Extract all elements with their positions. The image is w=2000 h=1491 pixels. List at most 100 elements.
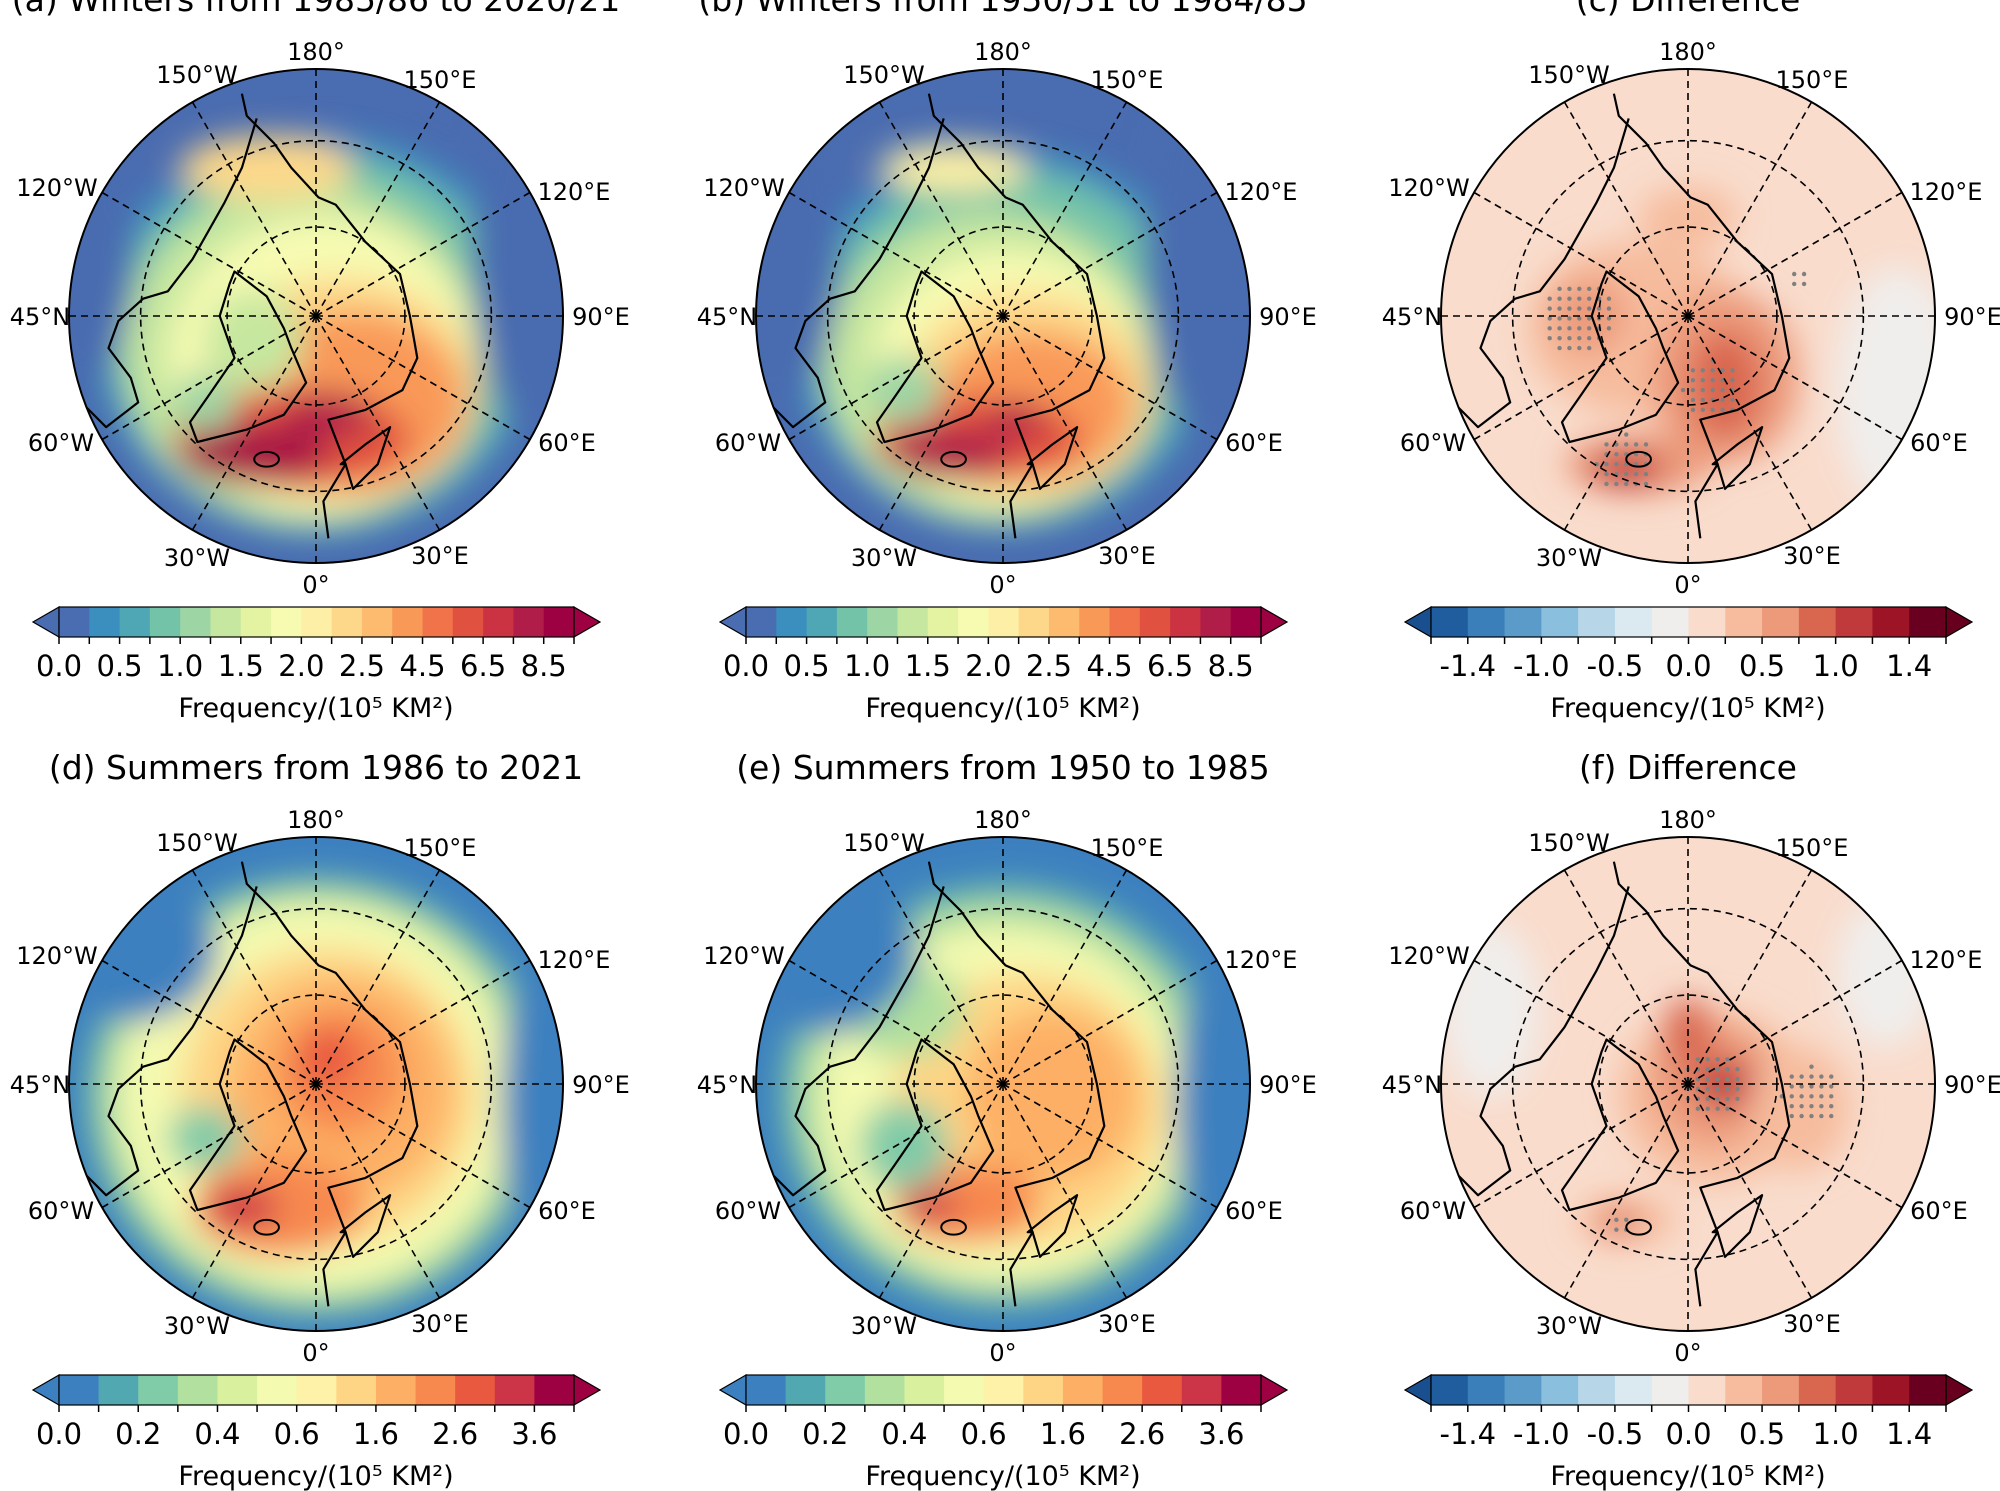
colorbar-tick-label: 1.4	[1886, 1417, 1932, 1451]
significance-dot	[1799, 1113, 1804, 1119]
colorbar-segment	[1725, 607, 1763, 637]
significance-dot	[1705, 1106, 1710, 1111]
longitude-label: 150°E	[404, 834, 477, 862]
significance-dot	[1587, 306, 1592, 311]
longitude-line	[315, 101, 441, 317]
significance-dot	[1705, 1066, 1710, 1072]
longitude-label: 150°W	[843, 61, 925, 89]
longitude-label: 120°E	[1910, 178, 1983, 206]
coastline	[1612, 861, 1791, 1307]
longitude-line	[788, 959, 1004, 1085]
colorbar-segment	[1762, 1375, 1800, 1405]
coastline	[1612, 93, 1791, 539]
significance-dot	[1735, 1066, 1740, 1072]
contour-region	[1688, 330, 1763, 440]
longitude-line	[315, 315, 441, 531]
colorbar-segment	[944, 1375, 985, 1405]
longitude-label: 150°E	[1776, 834, 1849, 862]
colorbar-segment	[806, 607, 838, 637]
significance-dot	[1690, 378, 1696, 383]
significance-dot	[1567, 336, 1572, 341]
contour-region	[204, 1187, 279, 1228]
longitude-line	[315, 1083, 441, 1299]
colorbar-segment	[89, 607, 121, 637]
longitude-label: 90°E	[1259, 1071, 1317, 1099]
longitude-label: 60°W	[715, 429, 781, 457]
longitude-line	[101, 315, 317, 441]
panel-title: (b) Winters from 1950/51 to 1984/85	[698, 0, 1307, 19]
colorbar-segment	[296, 1375, 337, 1405]
longitude-label: 30°E	[1783, 542, 1841, 570]
colorbar-label: Frequency/(10⁵ KM²)	[1550, 693, 1825, 724]
colorbar-segment	[1872, 1375, 1910, 1405]
colorbar: 0.0 0.5 1.0 1.5 2.0 2.5 4.5 6.5 8.5 Frequency/(10…	[31, 605, 602, 724]
colorbar-label: Frequency/(10⁵ KM²)	[178, 693, 453, 724]
significance-dot	[1725, 1096, 1730, 1102]
map-panel-d: (d) Summers from 1986 to 2021 180° 150°E 12…	[10, 748, 630, 1491]
significance-dot	[1799, 1104, 1804, 1109]
longitude-label: 180°	[287, 38, 345, 66]
colorbar-tick-label: 1.0	[1813, 1417, 1859, 1451]
significance-dot	[1799, 1084, 1804, 1089]
colorbar-tick-label: 3.6	[1198, 1417, 1244, 1451]
colorbar-segment	[1023, 1375, 1064, 1405]
significance-dot	[1587, 345, 1592, 351]
significance-dot	[1792, 271, 1797, 277]
colorbar-tick-label: -1.4	[1439, 649, 1496, 683]
significance-dot	[1710, 368, 1715, 373]
frequency-field	[69, 69, 563, 563]
colorbar-tick-label: 2.0	[965, 649, 1011, 683]
colorbar-tick-label: 6.5	[460, 649, 506, 683]
colorbar: 0.0 0.5 1.0 1.5 2.0 2.5 4.5 6.5 8.5 Frequency/(10…	[718, 605, 1289, 724]
colorbar-tick-label: 0.4	[194, 1417, 240, 1451]
colorbar-tick-label: 2.6	[432, 1417, 478, 1451]
significance-dot	[1604, 481, 1609, 487]
colorbar-segment	[988, 607, 1020, 637]
colorbar-segment	[1835, 607, 1874, 637]
frequency-field	[756, 837, 1250, 1331]
longitude-label: 120°E	[1225, 946, 1298, 974]
contour-region	[298, 1029, 358, 1089]
longitude-line	[1687, 1083, 1813, 1299]
significance-dot	[1715, 1096, 1720, 1102]
significance-dot	[1829, 1094, 1834, 1099]
longitude-line	[878, 315, 1004, 531]
colorbar-tick-label: 0.5	[1739, 1417, 1785, 1451]
significance-dot	[1557, 345, 1562, 351]
significance-dot	[1557, 306, 1562, 311]
longitude-line	[878, 869, 1004, 1085]
colorbar-segment	[746, 607, 777, 637]
significance-dot	[1715, 1057, 1720, 1062]
colorbar-tick-label: 0.5	[784, 649, 830, 683]
significance-dot	[1730, 397, 1735, 403]
significance-dot	[1643, 471, 1649, 477]
map-panel-a: (a) Winters from 1985/86 to 2020/21 180° 1…	[10, 0, 630, 724]
significance-dot	[1725, 1076, 1730, 1082]
colorbar-extend-low	[718, 1373, 747, 1407]
longitude-label: 90°E	[1944, 303, 2000, 331]
significance-dot	[1606, 316, 1612, 321]
colorbar-tick-label: 2.5	[339, 649, 385, 683]
coastline	[1560, 270, 1680, 444]
colorbar-segment	[1062, 1375, 1104, 1405]
significance-dot	[1624, 442, 1629, 447]
longitude-line	[878, 1083, 1004, 1299]
significance-dot	[1596, 306, 1602, 311]
significance-dot	[1700, 378, 1706, 383]
map-boundary	[755, 836, 1251, 1332]
colorbar-segment	[452, 607, 484, 637]
colorbar-tick-label: 4.5	[1086, 649, 1132, 683]
colorbar-segment	[1909, 1375, 1947, 1405]
significance-dot	[1604, 442, 1609, 447]
colorbar-segment	[375, 1375, 417, 1405]
panel-title: (f) Difference	[1579, 748, 1797, 787]
significance-dot	[1809, 1084, 1814, 1089]
longitude-line	[878, 101, 1004, 317]
longitude-label: 120°W	[1388, 174, 1470, 202]
longitude-label: 120°W	[16, 942, 98, 970]
longitude-label: 30°E	[1098, 542, 1156, 570]
significance-dot	[1700, 407, 1706, 413]
longitude-label: 90°E	[1259, 303, 1317, 331]
significance-dot	[1633, 442, 1639, 447]
